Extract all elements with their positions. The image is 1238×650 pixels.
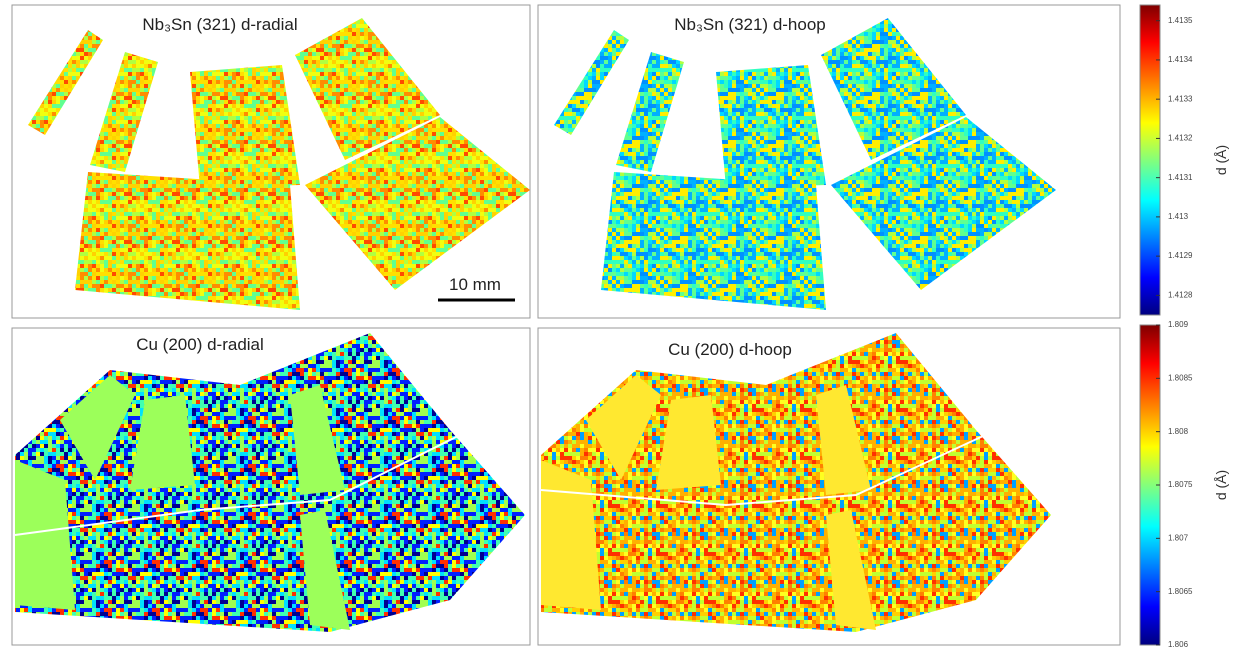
map-region xyxy=(656,395,721,490)
scale-bar-label: 10 mm xyxy=(449,275,501,294)
map-gap xyxy=(14,429,471,536)
map-region xyxy=(290,385,345,495)
map-segment xyxy=(75,172,300,310)
map-segment xyxy=(190,65,300,188)
map-segment xyxy=(15,333,525,632)
map-segment xyxy=(716,65,826,188)
map-segment xyxy=(616,52,684,172)
colorbar-tick-label: 1.4131 xyxy=(1168,173,1193,182)
colorbar-tick-label: 1.4129 xyxy=(1168,251,1193,260)
map-region xyxy=(826,510,876,630)
map-segment xyxy=(295,18,440,160)
map-segment xyxy=(28,30,103,135)
colorbar-tick-label: 1.806 xyxy=(1168,640,1189,649)
colorbar-tick-label: 1.4128 xyxy=(1168,290,1193,299)
map-gap xyxy=(540,429,997,507)
panel-title: Cu (200) d-radial xyxy=(136,335,264,354)
map-region xyxy=(60,375,135,480)
map-region xyxy=(300,510,350,630)
panel-title: Nb₃Sn (321) d-radial xyxy=(142,15,297,34)
colorbar-tick-label: 1.807 xyxy=(1168,533,1189,542)
colorbar-label: d (Å) xyxy=(1213,145,1229,175)
colorbar-tick-label: 1.8085 xyxy=(1168,373,1193,382)
colorbar-tick-label: 1.809 xyxy=(1168,320,1189,329)
colorbar-tick-label: 1.4133 xyxy=(1168,94,1193,103)
map-region xyxy=(15,460,75,610)
panel-title: Nb₃Sn (321) d-hoop xyxy=(674,15,826,34)
map-region xyxy=(130,395,195,490)
colorbar-tick-label: 1.808 xyxy=(1168,427,1189,436)
colorbar-tick-label: 1.4135 xyxy=(1168,16,1193,25)
map-segment xyxy=(541,333,1051,632)
colorbar-tick-label: 1.413 xyxy=(1168,212,1189,221)
map-region xyxy=(816,385,871,495)
colorbar-label: d (Å) xyxy=(1213,470,1229,500)
colorbar-tick-label: 1.4134 xyxy=(1168,55,1193,64)
colorbar-tick-label: 1.4132 xyxy=(1168,134,1193,143)
map-segment xyxy=(90,52,158,172)
map-segment xyxy=(831,117,1056,290)
map-segment xyxy=(305,117,530,290)
colorbar-tick-label: 1.8065 xyxy=(1168,587,1193,596)
map-segment xyxy=(821,18,966,160)
map-region xyxy=(541,460,601,610)
map-segment xyxy=(554,30,629,135)
map-segment xyxy=(601,172,826,310)
panel-title: Cu (200) d-hoop xyxy=(668,340,792,359)
colorbar-tick-label: 1.8075 xyxy=(1168,480,1193,489)
map-region xyxy=(586,375,661,480)
colorbar xyxy=(1139,4,1161,316)
